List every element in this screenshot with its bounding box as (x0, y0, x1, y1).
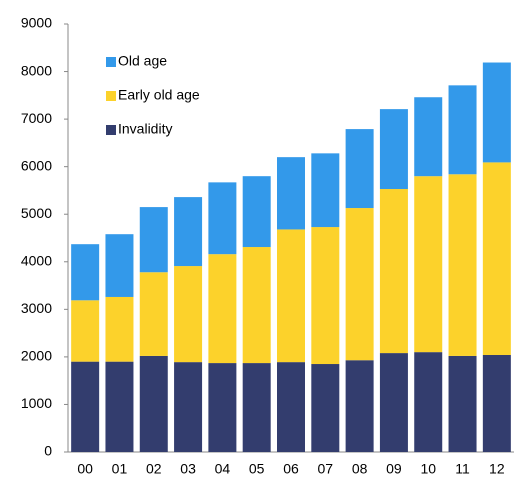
bar-segment (174, 362, 203, 452)
x-tick-label: 08 (352, 461, 368, 477)
bar-segment (242, 176, 271, 248)
bar-segment (379, 109, 408, 190)
bar-segment (71, 300, 100, 362)
bar-segment (242, 363, 271, 452)
bar-segment (345, 360, 374, 452)
bar-segment (345, 208, 374, 361)
legend-label: Invalidity (118, 121, 172, 137)
bar-segment (414, 352, 443, 452)
bar-segment (105, 296, 134, 362)
bar-segment (208, 254, 237, 364)
y-tick-label: 0 (44, 443, 52, 459)
x-tick-label: 06 (283, 461, 299, 477)
bar-segment (414, 97, 443, 177)
bar-segment (414, 176, 443, 353)
y-tick-label: 4000 (21, 252, 52, 268)
bar-segment (139, 272, 168, 356)
bar-segment (277, 229, 305, 363)
bar-segment (174, 197, 203, 267)
bar-segment (105, 234, 134, 297)
bar-segment (311, 153, 340, 228)
y-tick-label: 6000 (21, 157, 52, 173)
x-tick-label: 09 (386, 461, 402, 477)
x-tick-label: 04 (215, 461, 231, 477)
bar-segment (277, 157, 305, 230)
y-tick-label: 5000 (21, 205, 52, 221)
legend-label: Early old age (118, 87, 200, 103)
legend-label: Old age (118, 53, 167, 69)
legend-swatch (106, 57, 116, 67)
bar-segment (105, 361, 134, 452)
x-tick-label: 05 (249, 461, 265, 477)
bar-segment (448, 85, 477, 175)
bar-segment (379, 189, 408, 354)
bar-segment (242, 247, 271, 364)
x-tick-label: 11 (455, 461, 470, 477)
y-tick-label: 8000 (21, 62, 52, 78)
bar-segment (311, 364, 340, 452)
bar-segment (139, 355, 168, 452)
bar-segment (448, 355, 477, 452)
bar-segment (208, 182, 237, 255)
x-tick-label: 03 (180, 461, 196, 477)
legend-swatch (106, 91, 116, 101)
x-tick-label: 10 (420, 461, 436, 477)
bar-segment (139, 207, 168, 273)
bar-segment (482, 62, 511, 163)
y-tick-label: 1000 (21, 395, 52, 411)
legend-swatch (106, 125, 116, 135)
bar-segment (174, 266, 203, 363)
bar-segment (71, 361, 100, 452)
bar-segment (345, 129, 374, 209)
y-tick-label: 2000 (21, 348, 52, 364)
bar-segment (448, 174, 477, 356)
y-tick-label: 7000 (21, 110, 52, 126)
bar-segment (208, 363, 237, 452)
bar-segment (482, 354, 511, 452)
x-tick-label: 02 (146, 461, 162, 477)
x-tick-label: 12 (489, 461, 505, 477)
bar-segment (482, 162, 511, 355)
bar-segment (311, 227, 340, 365)
x-tick-label: 00 (77, 461, 93, 477)
bar-segment (379, 353, 408, 452)
y-tick-label: 9000 (21, 15, 52, 31)
bar-segment (71, 244, 100, 301)
x-tick-label: 01 (112, 461, 128, 477)
bar-segment (277, 362, 305, 452)
x-tick-label: 07 (318, 461, 334, 477)
y-tick-label: 3000 (21, 300, 52, 316)
